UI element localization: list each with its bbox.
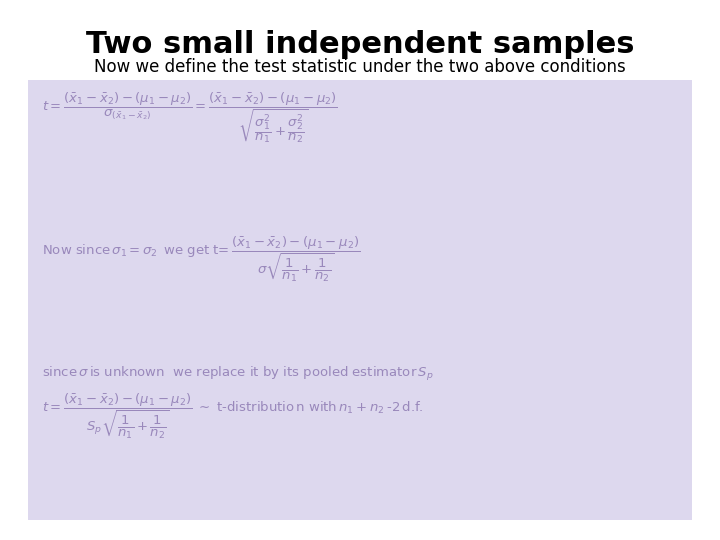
Text: since$\,\sigma\,$is unknown  we replace it by its pooled estimator$\,S_p$: since$\,\sigma\,$is unknown we replace i… bbox=[42, 365, 433, 383]
Text: Now we define the test statistic under the two above conditions: Now we define the test statistic under t… bbox=[94, 58, 626, 76]
FancyBboxPatch shape bbox=[28, 80, 692, 520]
Text: Two small independent samples: Two small independent samples bbox=[86, 30, 634, 59]
Text: $t = \dfrac{(\bar{x}_1 - \bar{x}_2)-(\mu_1 - \mu_2)}{\sigma_{(\bar{x}_1-\bar{x}_: $t = \dfrac{(\bar{x}_1 - \bar{x}_2)-(\mu… bbox=[42, 90, 338, 145]
Text: Now since$\,\sigma_1 = \sigma_2\,$ we get t=$\,\dfrac{(\bar{x}_1 - \bar{x}_2)-(\: Now since$\,\sigma_1 = \sigma_2\,$ we ge… bbox=[42, 235, 361, 285]
Text: $t = \dfrac{(\bar{x}_1 - \bar{x}_2)-(\mu_1 - \mu_2)}{S_p\sqrt{\dfrac{1}{n_1} + \: $t = \dfrac{(\bar{x}_1 - \bar{x}_2)-(\mu… bbox=[42, 392, 423, 441]
